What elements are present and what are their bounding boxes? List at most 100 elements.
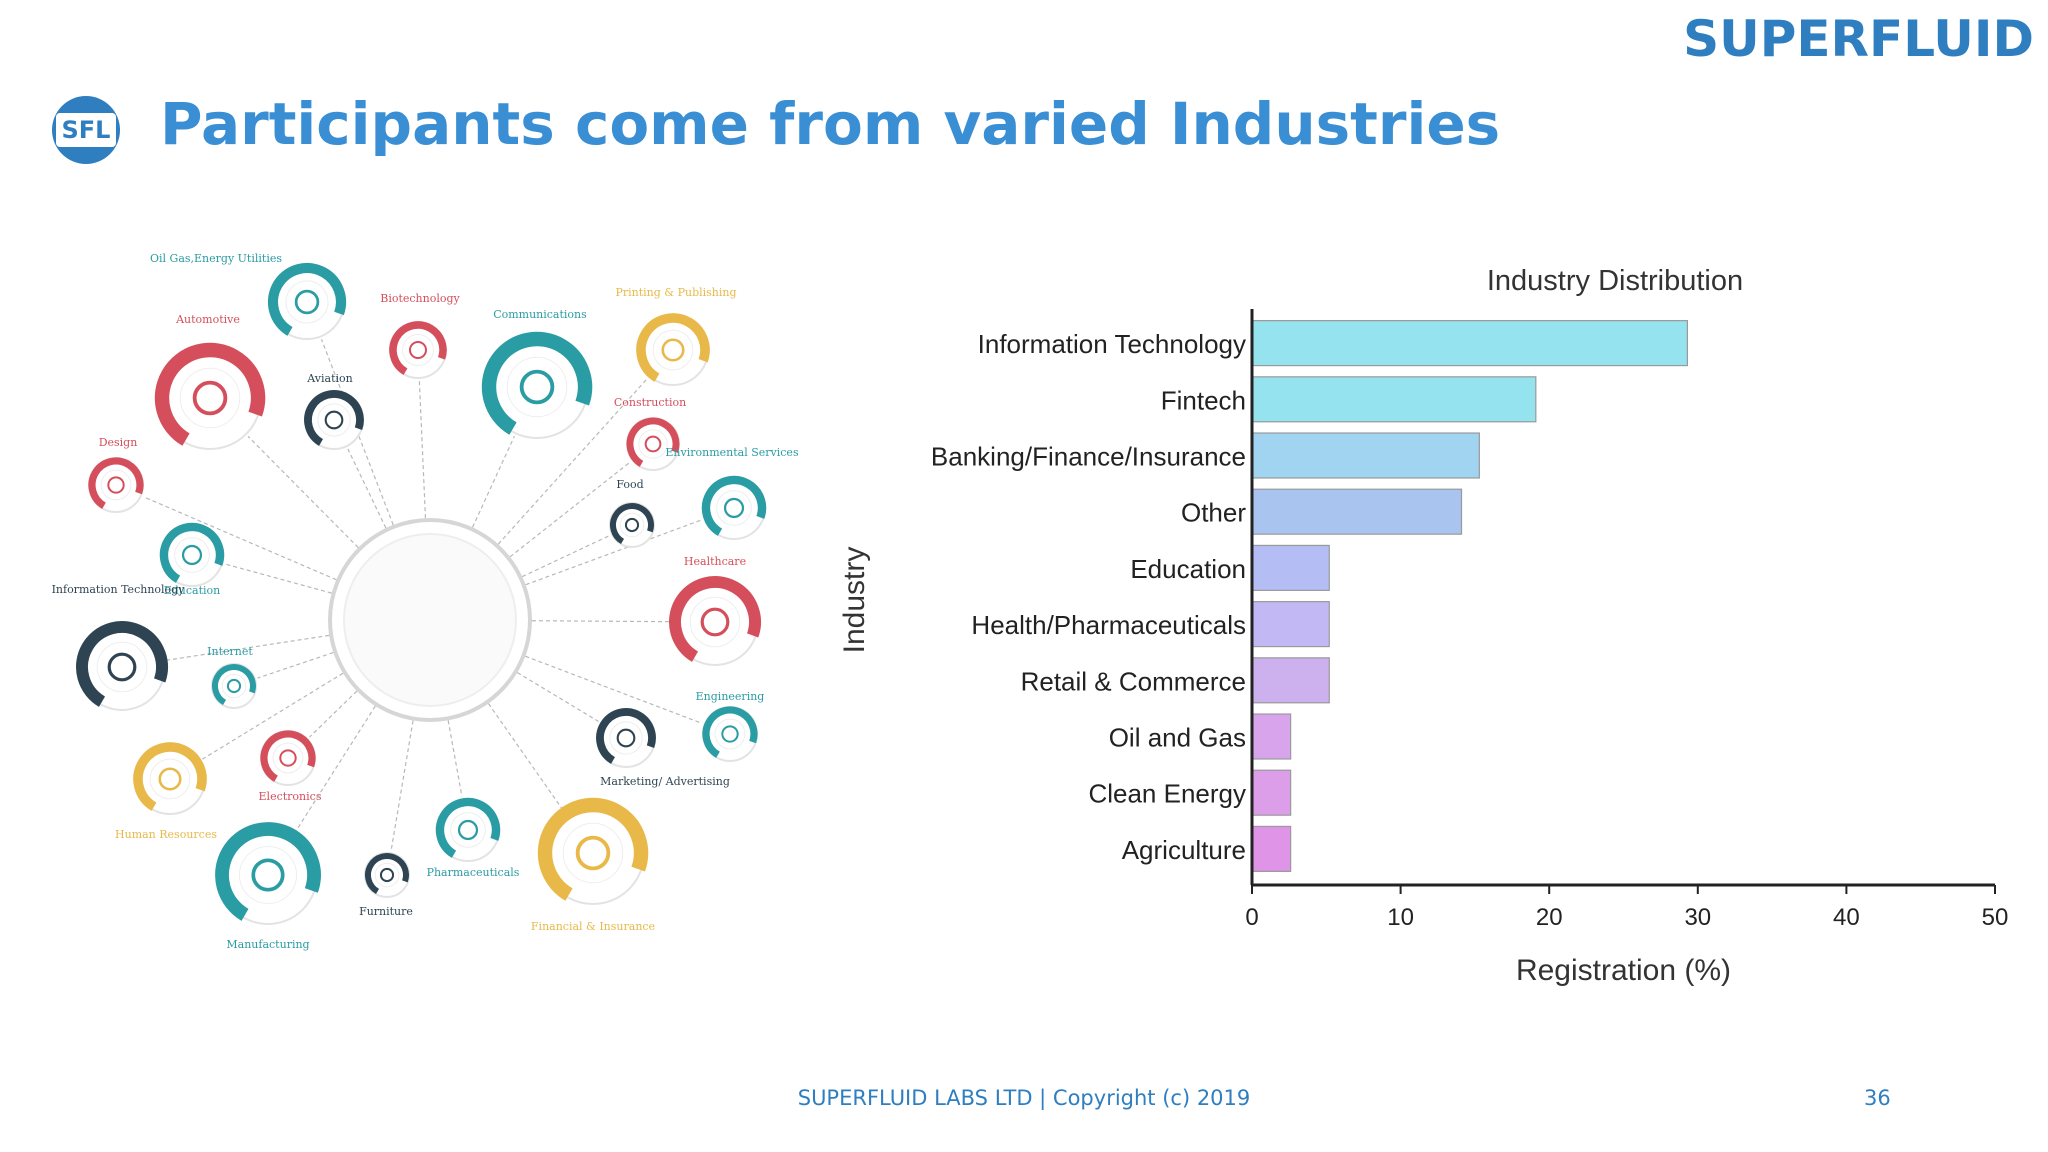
- industry-distribution-chart: Industry Distribution Information Technol…: [838, 265, 2009, 987]
- fuel-pump-icon: [294, 289, 320, 315]
- x-tick-label: 40: [1833, 904, 1860, 931]
- node-center: [221, 673, 247, 699]
- node-arc: [481, 331, 593, 443]
- industry-label: Human Resources: [115, 828, 217, 841]
- node-arc: [260, 730, 316, 786]
- industry-label: Food: [616, 478, 643, 491]
- connector-line: [472, 435, 516, 528]
- x-axis-label: Registration (%): [1516, 954, 1731, 987]
- y-tick-label: Education: [1130, 554, 1246, 584]
- industry-node: [267, 262, 347, 342]
- node-arc: [215, 822, 321, 928]
- palette-icon: [107, 476, 125, 494]
- industry-label: Manufacturing: [226, 938, 309, 951]
- chip-icon: [279, 749, 297, 767]
- node-center: [506, 356, 568, 418]
- node-arc: [389, 321, 447, 379]
- industry-node: [260, 730, 316, 786]
- node-center: [100, 469, 132, 501]
- node-center: [149, 758, 191, 800]
- x-tick-label: 50: [1982, 904, 2009, 931]
- node-center: [374, 862, 400, 888]
- y-tick-label: Fintech: [1161, 385, 1246, 415]
- node-center: [96, 641, 148, 693]
- connector-line: [295, 705, 376, 832]
- node-arc: [636, 313, 710, 387]
- industry-label: Financial & Insurance: [531, 920, 655, 933]
- microscope-icon: [409, 341, 427, 359]
- y-tick-label: Health/Pharmaceuticals: [971, 610, 1246, 640]
- x-tick-label: 10: [1387, 904, 1414, 931]
- node-arc: [133, 742, 207, 816]
- connector-line: [525, 519, 703, 586]
- connector-line: [257, 651, 334, 679]
- industry-node: [481, 331, 593, 443]
- node-arc: [596, 708, 656, 768]
- bar: [1251, 713, 1292, 760]
- x-tick-label: 30: [1684, 904, 1711, 931]
- node-center: [179, 367, 241, 429]
- x-tick-label: 20: [1536, 904, 1563, 931]
- node-arc: [159, 522, 225, 588]
- industry-node: [537, 797, 649, 909]
- page-title: Participants come from varied Industries: [160, 90, 1501, 158]
- industry-node: [701, 475, 767, 541]
- node-center: [652, 329, 694, 371]
- bar: [1251, 488, 1463, 535]
- industry-node: [636, 313, 710, 387]
- industry-label: Printing & Publishing: [615, 286, 736, 299]
- industry-label: Design: [99, 436, 138, 449]
- industry-label: Electronics: [259, 790, 322, 803]
- bar: [1251, 376, 1537, 423]
- industry-label: Oil Gas,Energy Utilities: [150, 252, 282, 265]
- y-tick-label: Other: [1181, 498, 1246, 528]
- industry-infographic: Oil Gas,Energy Utilities Biotechnology Com…: [52, 252, 799, 951]
- node-center: [562, 822, 624, 884]
- node-arc: [304, 390, 364, 450]
- diploma-icon: [181, 544, 203, 566]
- bar: [1251, 601, 1330, 648]
- node-arc: [435, 797, 501, 863]
- logo-text: SFL: [56, 113, 116, 147]
- node-arc: [154, 342, 266, 454]
- connector-line: [525, 655, 703, 724]
- node-arc: [537, 797, 649, 909]
- node-center: [609, 721, 643, 755]
- y-tick-label: Information Technology: [978, 329, 1246, 359]
- antenna-icon: [519, 369, 555, 405]
- y-tick-label: Oil and Gas: [1109, 723, 1246, 753]
- target-icon: [616, 728, 636, 748]
- bar: [1251, 544, 1330, 591]
- industry-node: [364, 852, 410, 898]
- book-icon: [661, 338, 685, 362]
- armchair-icon: [379, 867, 395, 883]
- heart-icon: [700, 607, 730, 637]
- industry-label: Information Technology: [52, 583, 186, 596]
- connector-line: [522, 535, 610, 578]
- y-tick-label: Banking/Finance/Insurance: [931, 442, 1246, 472]
- network-icon: [107, 652, 137, 682]
- wheelbarrow-icon: [644, 435, 662, 453]
- industry-label: Education: [164, 584, 221, 597]
- node-arc: [267, 262, 347, 342]
- connector-line: [517, 672, 599, 723]
- connector-line: [247, 435, 359, 548]
- industry-node: [304, 390, 364, 450]
- industry-label: Automotive: [175, 313, 240, 326]
- industry-label: Aviation: [306, 372, 352, 385]
- node-center: [689, 596, 741, 648]
- footer-copyright: SUPERFLUID LABS LTD | Copyright (c) 2019: [797, 1086, 1251, 1110]
- connector-line: [224, 563, 332, 594]
- industry-node: [596, 708, 656, 768]
- y-tick-label: Clean Energy: [1088, 779, 1246, 809]
- node-center: [714, 718, 746, 750]
- industry-node: [159, 522, 225, 588]
- x-tick-label: 0: [1245, 904, 1258, 931]
- bar: [1251, 769, 1292, 816]
- industry-label: Construction: [614, 396, 686, 409]
- steering-wheel-icon: [192, 380, 228, 416]
- node-center: [285, 280, 329, 324]
- industry-label: Internet: [207, 645, 253, 658]
- node-arc: [76, 621, 169, 713]
- y-tick-label: Agriculture: [1122, 835, 1246, 865]
